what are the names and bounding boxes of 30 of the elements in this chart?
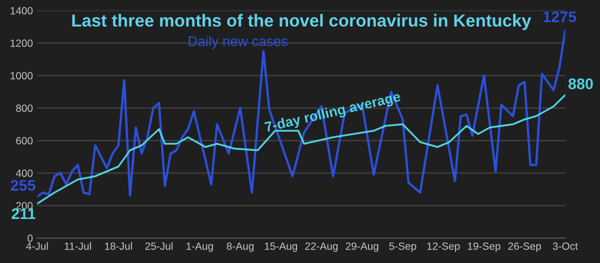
y-tick-label: 1000	[10, 72, 33, 80]
annotation: 880	[568, 78, 593, 90]
x-tick-label: 19-Sep	[468, 242, 500, 252]
x-tick-label: 25-Jul	[145, 242, 173, 250]
x-tick-label: 15-Aug	[264, 242, 298, 252]
series-label: Daily new cases	[188, 36, 288, 49]
line-series	[37, 30, 566, 198]
x-tick-label: 11-Jul	[64, 242, 91, 250]
x-tick-label: 5-Sep	[389, 242, 416, 252]
y-tick-label: 600	[16, 137, 33, 144]
x-tick-label: 4-Jul	[26, 242, 48, 250]
x-tick-label: 29-Aug	[346, 242, 378, 252]
y-tick-label: 1400	[10, 7, 33, 14]
annotation: 1275	[544, 11, 576, 22]
x-tick-label: 18-Jul	[105, 242, 132, 250]
x-tick-label: 22-Aug	[305, 242, 338, 252]
y-tick-label: 800	[16, 104, 33, 112]
annotation: 211	[12, 208, 36, 219]
annotation: 255	[10, 180, 36, 191]
text: 7-day rolling average	[264, 91, 402, 135]
x-tick-label: 12-Sep	[427, 242, 460, 252]
y-tick-label: 400	[16, 170, 33, 177]
line-series	[37, 94, 566, 205]
chart-title: Last three months of the novel coronavirus in Kentucky	[72, 14, 532, 30]
x-tick-label: 8-Aug	[226, 242, 254, 252]
y-tick-label: 1200	[10, 40, 33, 47]
x-tick-label: 1-Aug	[186, 242, 213, 252]
x-tick-label: 26-Sep	[508, 242, 541, 252]
x-tick-label: 3-Oct	[552, 242, 578, 250]
y-tick-label: 0	[28, 234, 33, 242]
